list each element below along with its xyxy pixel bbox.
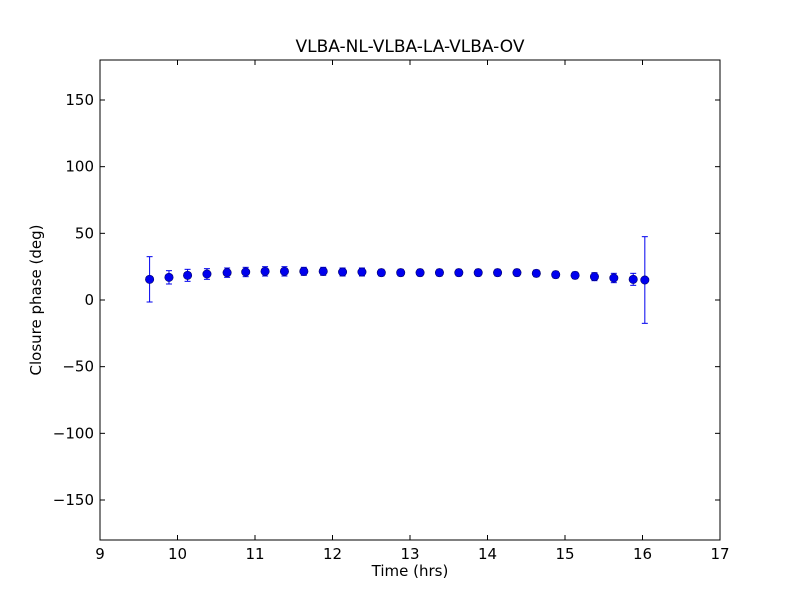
data-point (222, 268, 232, 278)
plot-area-frame (99, 59, 721, 541)
data-point (202, 269, 212, 279)
data-point (164, 272, 174, 282)
data-point (396, 268, 406, 278)
x-tick-label: 15 (555, 545, 574, 563)
data-point (609, 273, 619, 283)
x-tick-label: 17 (710, 545, 729, 563)
data-point (493, 268, 503, 278)
y-axis-label: Closure phase (deg) (27, 225, 45, 376)
data-point (589, 272, 599, 282)
x-tick-label: 11 (245, 545, 264, 563)
data-point (241, 267, 251, 277)
data-point (434, 268, 444, 278)
data-point (145, 274, 155, 284)
y-tick-label: −50 (62, 358, 94, 376)
y-tick-label: −100 (53, 424, 94, 442)
data-point (628, 274, 638, 284)
axis-ticks: 9 10 11 12 13 14 15 16 17 150 100 50 0 −50 −100 −150 (53, 60, 730, 563)
chart-title: VLBA-NL-VLBA-LA-VLBA-OV (296, 37, 525, 57)
data-point (551, 270, 561, 280)
data-point (570, 270, 580, 280)
y-tick-label: 100 (65, 158, 94, 176)
data-point (512, 268, 522, 278)
data-point (415, 268, 425, 278)
data-point (531, 268, 541, 278)
x-tick-label: 10 (168, 545, 187, 563)
data-point (279, 266, 289, 276)
data-point (318, 266, 328, 276)
data-point (376, 268, 386, 278)
data-point (640, 275, 650, 285)
data-point (473, 268, 483, 278)
x-tick-label: 14 (478, 545, 497, 563)
x-axis-label: Time (hrs) (371, 562, 449, 580)
x-tick-label: 12 (323, 545, 342, 563)
x-tick-label: 13 (400, 545, 419, 563)
data-point (260, 266, 270, 276)
data-point (338, 267, 348, 277)
data-point (454, 268, 464, 278)
data-points (145, 266, 650, 285)
y-tick-label: 150 (65, 91, 94, 109)
data-point (357, 267, 367, 277)
x-tick-label: 16 (633, 545, 652, 563)
y-tick-label: 50 (75, 224, 94, 242)
data-point (183, 270, 193, 280)
x-tick-label: 9 (95, 545, 105, 563)
data-point (299, 266, 309, 276)
y-tick-label: 0 (84, 291, 94, 309)
y-tick-label: −150 (53, 491, 94, 509)
